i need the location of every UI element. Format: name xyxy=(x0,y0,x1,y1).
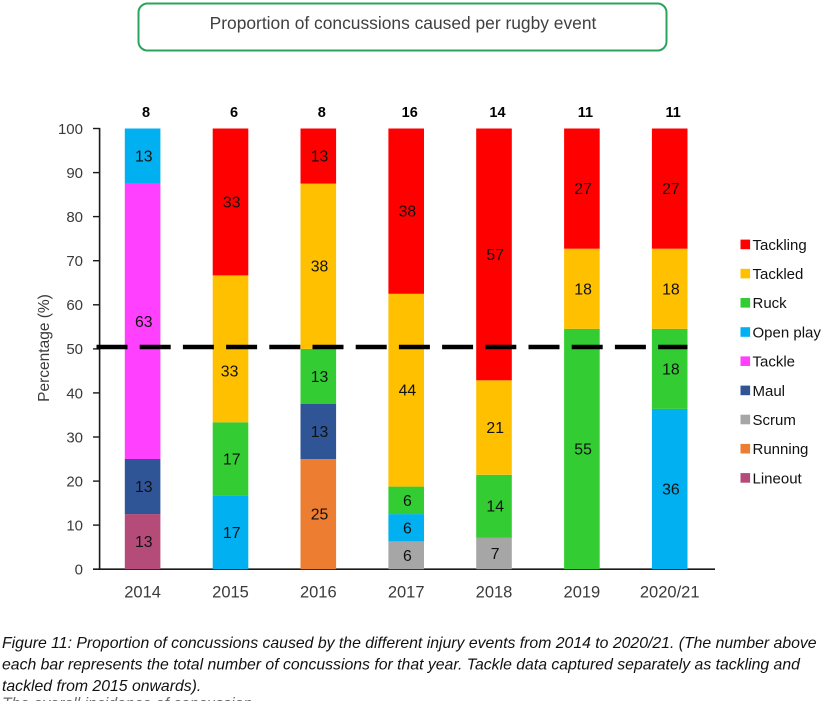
svg-text:13: 13 xyxy=(311,149,329,166)
svg-text:44: 44 xyxy=(399,383,417,400)
svg-text:Ruck: Ruck xyxy=(753,295,788,312)
svg-text:6: 6 xyxy=(403,520,412,537)
svg-text:38: 38 xyxy=(311,259,329,276)
svg-text:8: 8 xyxy=(142,105,150,121)
svg-text:30: 30 xyxy=(66,429,83,446)
svg-text:20: 20 xyxy=(66,474,83,491)
svg-text:Running: Running xyxy=(753,441,809,458)
svg-text:90: 90 xyxy=(66,165,83,182)
svg-text:Tackle: Tackle xyxy=(753,354,796,371)
svg-text:38: 38 xyxy=(399,204,417,221)
svg-text:2018: 2018 xyxy=(476,584,513,602)
svg-text:Percentage (%): Percentage (%) xyxy=(36,294,53,402)
svg-text:18: 18 xyxy=(662,281,680,298)
svg-text:0: 0 xyxy=(75,562,83,579)
svg-text:33: 33 xyxy=(223,194,241,211)
svg-text:8: 8 xyxy=(318,105,326,121)
svg-text:7: 7 xyxy=(491,546,500,563)
svg-text:Tackled: Tackled xyxy=(753,266,804,283)
svg-text:33: 33 xyxy=(221,363,239,380)
svg-text:Lineout: Lineout xyxy=(753,470,803,487)
svg-text:Open play: Open play xyxy=(753,324,822,341)
svg-text:50: 50 xyxy=(66,341,83,358)
svg-text:2020/21: 2020/21 xyxy=(640,584,700,602)
svg-text:14: 14 xyxy=(486,499,504,516)
svg-text:2017: 2017 xyxy=(388,584,425,602)
svg-text:Proportion of concussions caus: Proportion of concussions caused per rug… xyxy=(210,13,597,33)
svg-text:100: 100 xyxy=(58,121,83,138)
svg-text:Scrum: Scrum xyxy=(753,412,796,429)
svg-text:tackled from 2015 onwards).: tackled from 2015 onwards). xyxy=(2,678,201,695)
svg-text:each bar represents the total: each bar represents the total number of … xyxy=(2,657,801,674)
svg-text:70: 70 xyxy=(66,253,83,270)
svg-text:13: 13 xyxy=(311,424,329,441)
svg-text:Maul: Maul xyxy=(753,383,786,400)
svg-text:11: 11 xyxy=(578,105,593,121)
svg-text:25: 25 xyxy=(311,507,329,524)
svg-text:55: 55 xyxy=(574,442,592,459)
svg-text:17: 17 xyxy=(223,452,241,469)
svg-text:Figure 11: Proportion of concu: Figure 11: Proportion of concussions cau… xyxy=(2,635,817,652)
svg-text:16: 16 xyxy=(402,105,418,121)
svg-text:63: 63 xyxy=(135,314,153,331)
svg-text:2019: 2019 xyxy=(564,584,601,602)
svg-text:13: 13 xyxy=(311,369,329,386)
svg-text:Tackling: Tackling xyxy=(753,237,807,254)
svg-text:21: 21 xyxy=(486,420,504,437)
svg-text:2015: 2015 xyxy=(212,584,249,602)
svg-text:60: 60 xyxy=(66,297,83,314)
svg-text:36: 36 xyxy=(662,482,680,499)
svg-text:2014: 2014 xyxy=(124,584,161,602)
svg-text:14: 14 xyxy=(489,105,505,121)
svg-text:40: 40 xyxy=(66,385,83,402)
svg-text:6: 6 xyxy=(403,548,412,565)
svg-text:6: 6 xyxy=(403,493,412,510)
svg-text:18: 18 xyxy=(662,361,680,378)
svg-text:17: 17 xyxy=(223,525,241,542)
svg-text:57: 57 xyxy=(486,247,504,264)
svg-text:The overall incidence of concu: The overall incidence of concussion rate… xyxy=(2,696,341,701)
svg-text:27: 27 xyxy=(662,181,680,198)
svg-text:10: 10 xyxy=(66,518,83,535)
svg-text:6: 6 xyxy=(230,105,238,121)
svg-text:13: 13 xyxy=(135,149,153,166)
svg-text:11: 11 xyxy=(666,105,681,121)
svg-text:2016: 2016 xyxy=(300,584,337,602)
svg-text:80: 80 xyxy=(66,209,83,226)
svg-text:13: 13 xyxy=(135,479,153,496)
svg-text:27: 27 xyxy=(574,181,592,198)
svg-text:13: 13 xyxy=(135,534,153,551)
svg-text:18: 18 xyxy=(574,281,592,298)
